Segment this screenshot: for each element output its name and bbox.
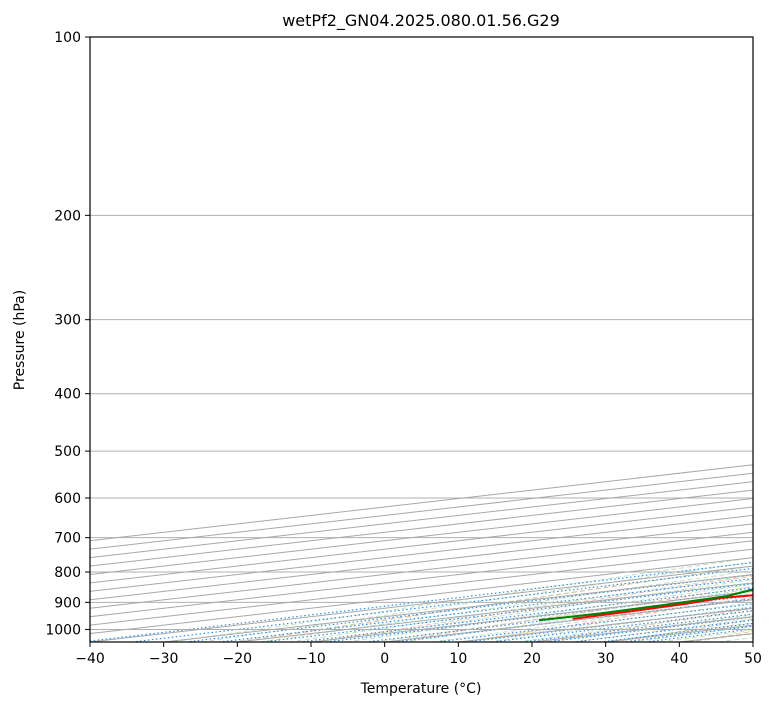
- plot-background: [90, 37, 753, 642]
- moist-adiabat: [231, 565, 753, 642]
- x-tick-label: −20: [223, 651, 253, 667]
- mixing-ratio-line: [90, 562, 753, 642]
- isotherm-gridline: [90, 523, 753, 601]
- x-tick-label: 0: [380, 651, 389, 667]
- isotherm-gridline: [90, 472, 753, 550]
- plot-frame: [89, 36, 754, 643]
- isotherm-gridline: [90, 481, 753, 559]
- isotherm-gridline: [90, 540, 753, 618]
- x-tick-label: −40: [75, 651, 105, 667]
- isotherm-gridline: [90, 506, 753, 584]
- chart-title: wetPf2_GN04.2025.080.01.56.G29: [282, 11, 560, 31]
- x-tick-label: −10: [296, 651, 326, 667]
- y-tick-label: 500: [54, 444, 81, 460]
- y-tick-label: 900: [54, 595, 81, 611]
- mixing-ratio-line: [436, 603, 753, 642]
- y-tick-label: 300: [54, 313, 81, 329]
- isotherm-gridline: [90, 531, 753, 609]
- x-tick-label: 40: [670, 651, 688, 667]
- isotherm-gridlines: [90, 464, 753, 642]
- dry-adiabat: [314, 575, 753, 642]
- moist-adiabat: [317, 579, 753, 642]
- y-tick-label: 1000: [45, 622, 81, 638]
- y-tick-label: 400: [54, 387, 81, 403]
- x-tick-label: 50: [744, 651, 762, 667]
- y-axis-label: Pressure (hPa): [12, 290, 28, 390]
- moist-adiabat: [346, 583, 753, 642]
- x-tick-label: 10: [449, 651, 467, 667]
- y-tick-label: 200: [54, 208, 81, 224]
- x-axis: −40 −30 −20 −10 0 10 20 30 40 50: [75, 642, 762, 667]
- y-tick-label: 600: [54, 491, 81, 507]
- y-tick-label: 700: [54, 531, 81, 547]
- isotherm-gridline: [90, 498, 753, 575]
- y-axis: 100 200 300 400 500 600 700 800 900 1000: [45, 30, 90, 638]
- x-tick-label: 20: [523, 651, 541, 667]
- isotherm-gridline: [90, 514, 753, 592]
- dry-adiabat: [239, 565, 753, 642]
- x-axis-label: Temperature (°C): [360, 681, 482, 697]
- x-tick-label: 30: [597, 651, 615, 667]
- y-tick-label: 100: [54, 30, 81, 46]
- x-tick-label: −30: [149, 651, 179, 667]
- mixing-ratio-line: [492, 610, 753, 642]
- y-tick-label: 800: [54, 565, 81, 581]
- isotherm-gridline: [90, 489, 753, 567]
